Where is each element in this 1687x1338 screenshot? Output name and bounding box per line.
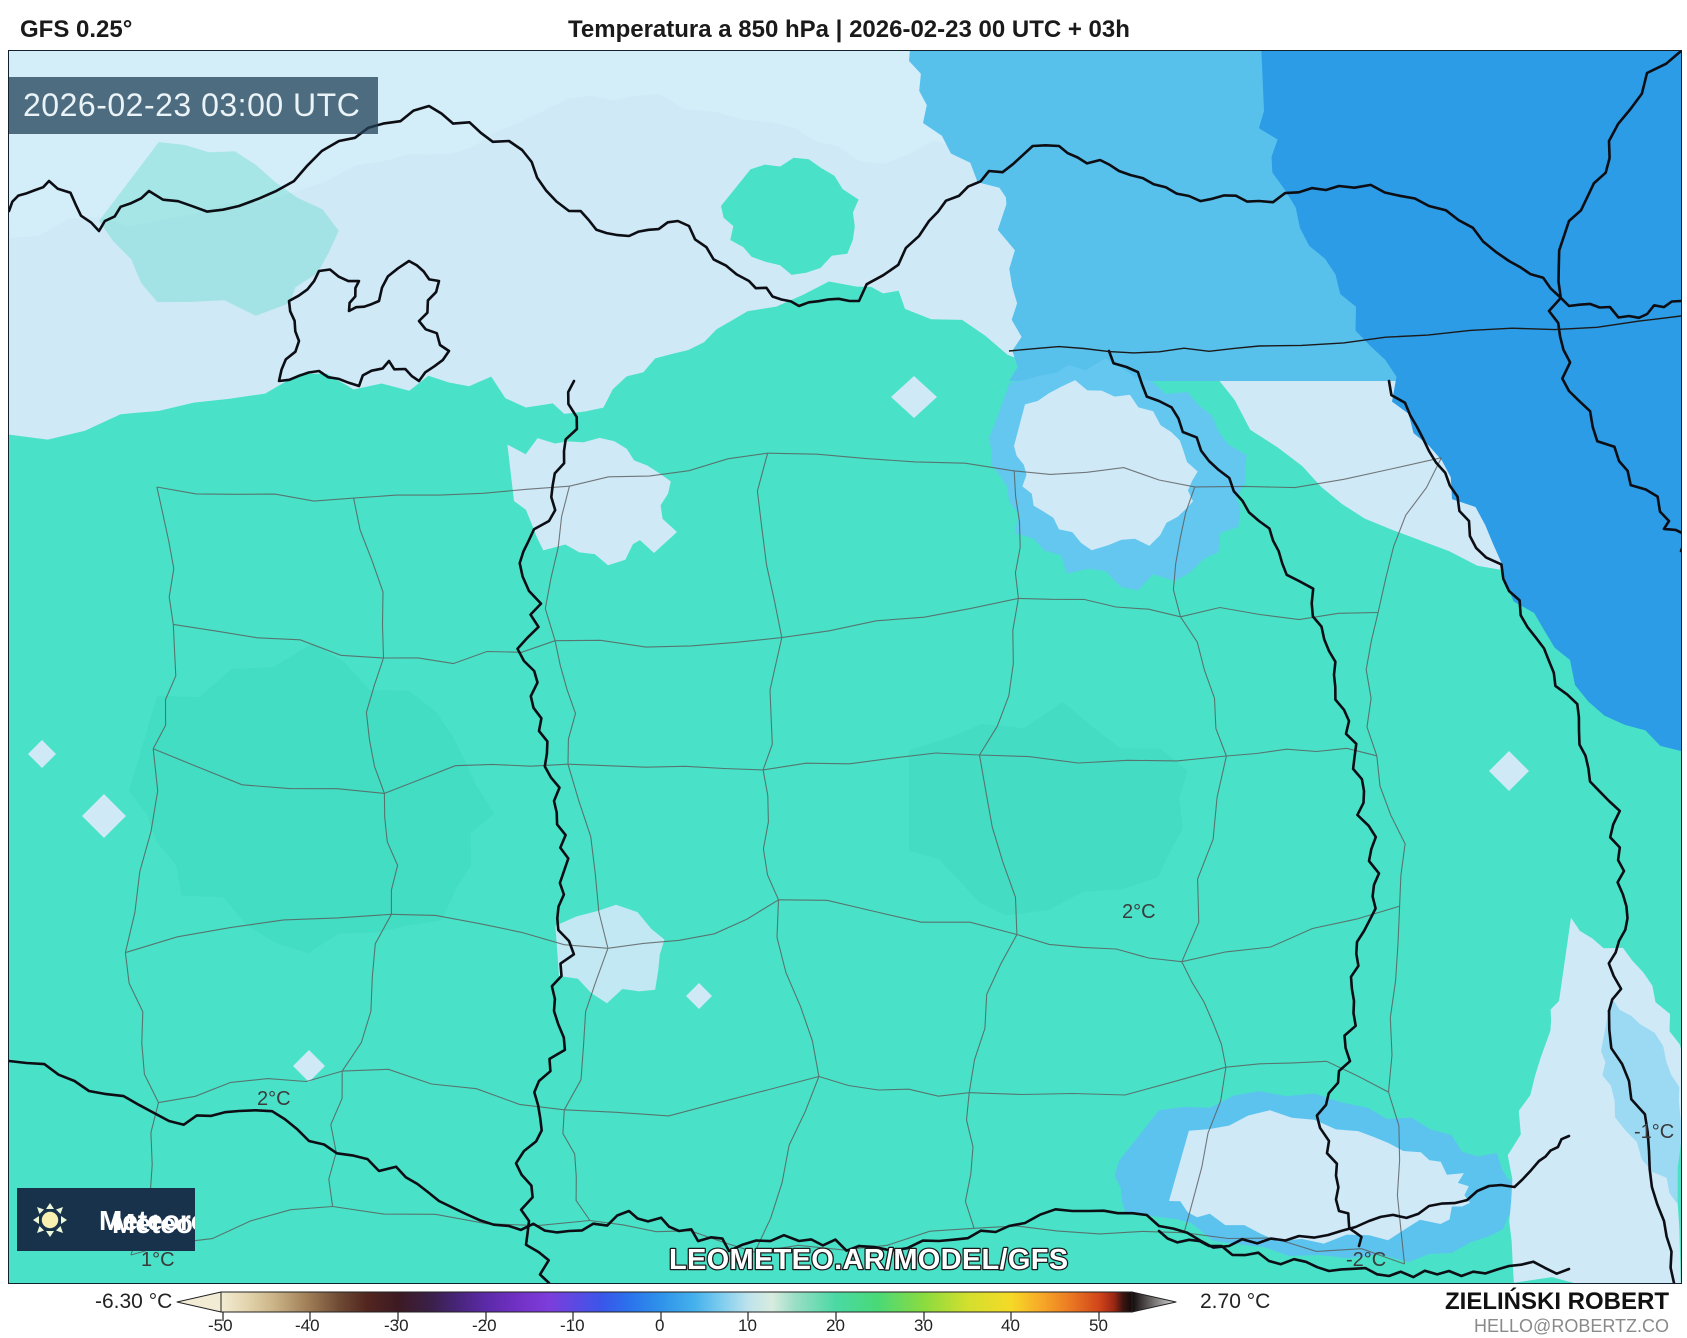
svg-text:LEOMETEO.AR/MODEL/GFS: LEOMETEO.AR/MODEL/GFS (669, 1244, 1068, 1276)
